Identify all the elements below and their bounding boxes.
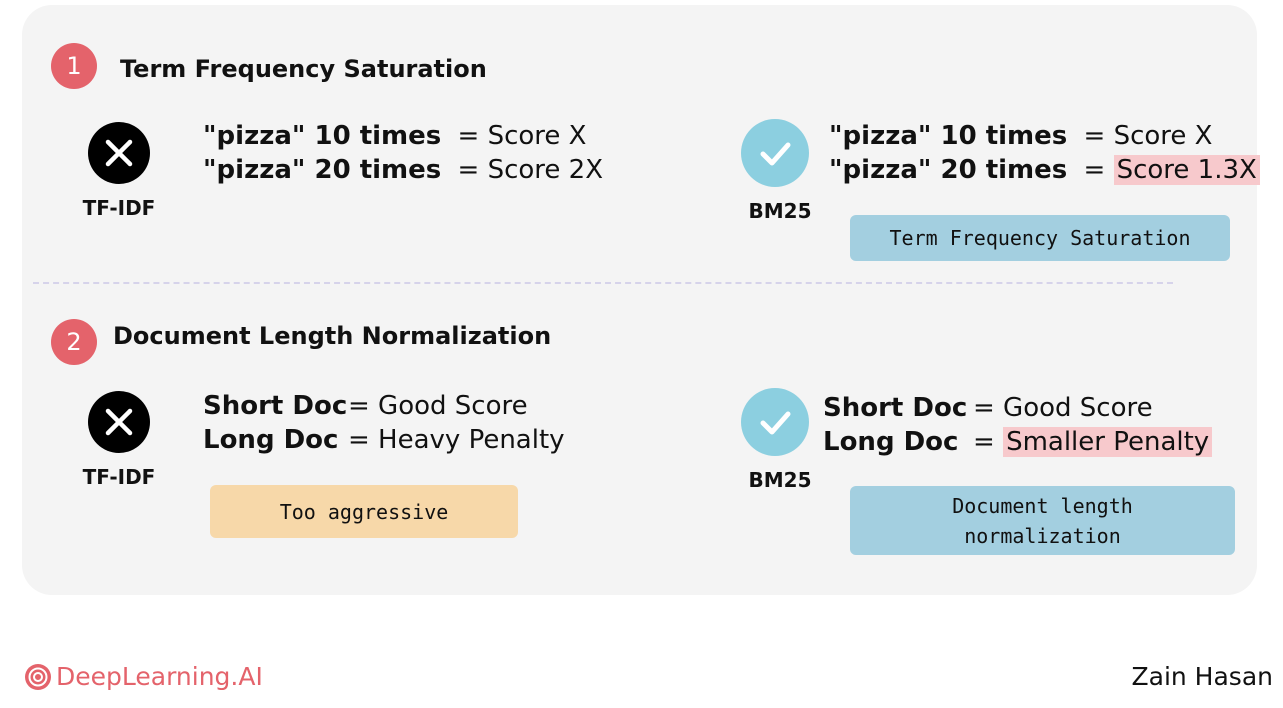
score-line: "pizza" 20 times = Score 1.3X xyxy=(829,153,1260,187)
tool-label-tfidf: TF-IDF xyxy=(82,196,156,220)
doc-type: Short Doc xyxy=(823,393,968,423)
term-count: "pizza" 20 times xyxy=(829,155,1068,185)
x-icon xyxy=(88,391,150,453)
score-value: = Score X xyxy=(1083,121,1213,151)
doc-type: Short Doc xyxy=(203,391,348,421)
equals-sign: = xyxy=(1083,155,1106,185)
section-divider xyxy=(33,282,1173,284)
note-line: normalization xyxy=(964,523,1121,548)
brand-logo: DeepLearning.AI xyxy=(24,662,263,691)
brand-name: DeepLearning.AI xyxy=(56,662,263,691)
equals-sign: = xyxy=(973,427,995,457)
score-value: = Good Score xyxy=(973,393,1153,423)
term-count: "pizza" 10 times xyxy=(203,121,442,151)
score-value: = Heavy Penalty xyxy=(348,425,565,455)
term-count: "pizza" 10 times xyxy=(829,121,1068,151)
brand-logo-icon xyxy=(24,663,52,691)
doc-type: Long Doc xyxy=(823,427,959,457)
check-icon xyxy=(741,388,809,456)
score-value: = Score 2X xyxy=(457,155,604,185)
term-count: "pizza" 20 times xyxy=(203,155,442,185)
note-box: Document length normalization xyxy=(850,486,1235,555)
note-box: Term Frequency Saturation xyxy=(850,215,1230,261)
highlighted-score: Score 1.3X xyxy=(1113,155,1260,185)
note-line: Document length xyxy=(952,493,1133,518)
check-icon xyxy=(741,119,809,187)
score-value: = Good Score xyxy=(348,391,528,421)
score-value: = Score X xyxy=(457,121,587,151)
score-line: Short Doc= Good Score xyxy=(823,391,1153,425)
author-name: Zain Hasan xyxy=(1131,662,1274,691)
doc-type: Long Doc xyxy=(203,425,339,455)
score-line: "pizza" 10 times = Score X xyxy=(829,119,1212,153)
score-line: Short Doc= Good Score xyxy=(203,389,528,423)
score-line: "pizza" 10 times = Score X xyxy=(203,119,586,153)
section-title: Term Frequency Saturation xyxy=(120,55,487,83)
score-line: "pizza" 20 times = Score 2X xyxy=(203,153,603,187)
tool-label-bm25: BM25 xyxy=(748,468,812,492)
section-number-badge: 1 xyxy=(51,43,97,89)
highlighted-score: Smaller Penalty xyxy=(1003,427,1213,457)
score-line: Long Doc = Smaller Penalty xyxy=(823,425,1213,459)
tool-label-tfidf: TF-IDF xyxy=(82,465,156,489)
score-line: Long Doc = Heavy Penalty xyxy=(203,423,565,457)
tool-label-bm25: BM25 xyxy=(748,199,812,223)
note-box: Too aggressive xyxy=(210,485,518,538)
section-title: Document Length Normalization xyxy=(113,322,552,350)
section-number-badge: 2 xyxy=(51,319,97,365)
x-icon xyxy=(88,122,150,184)
